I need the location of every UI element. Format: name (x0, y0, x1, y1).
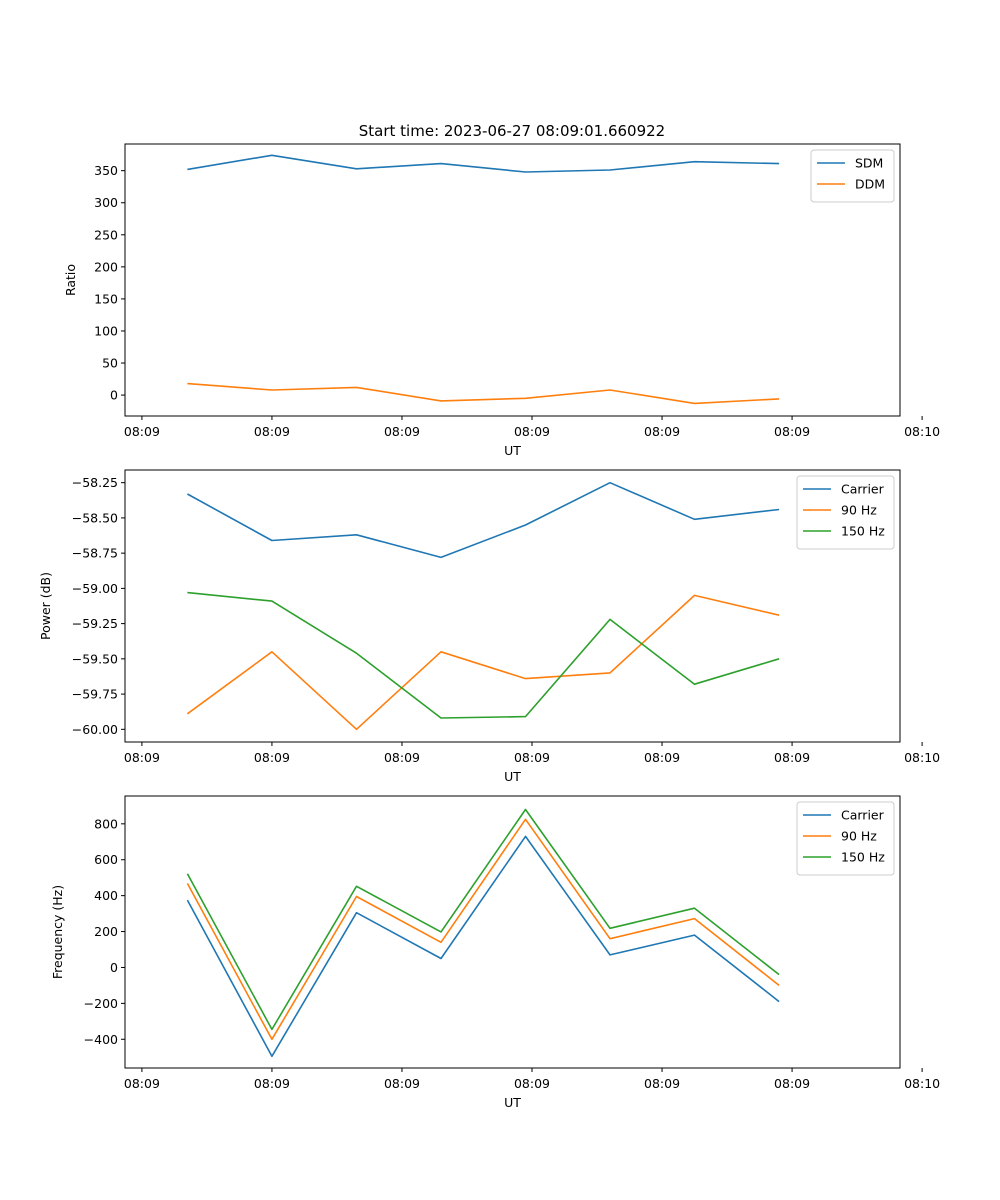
legend-label: 90 Hz (841, 503, 877, 518)
x-tick-label: 08:09 (644, 424, 680, 439)
legend-label: DDM (855, 177, 885, 192)
axes-frame (124, 143, 901, 417)
legend: SDM DDM (810, 149, 895, 203)
y-tick-label: −59.75 (72, 687, 118, 702)
legend-label: 90 Hz (841, 829, 877, 844)
series-line-2-3 (187, 591, 780, 719)
x-tick-label: 08:09 (644, 750, 680, 765)
series-line-2-1 (187, 481, 780, 559)
y-tick-label: 350 (94, 163, 118, 178)
y-tick-label: 100 (94, 323, 118, 338)
y-tick-label: −58.50 (72, 510, 118, 525)
y-tick-label: 300 (94, 195, 118, 210)
axes-frame (124, 469, 901, 743)
chart-panel-3: 08:09 08:09 08:09 08:09 08:09 08:09 08:10 −400 −… (50, 795, 940, 1110)
y-tick-label: −58.75 (72, 546, 118, 561)
y-tick-label: 250 (94, 227, 118, 242)
x-tick-label: 08:09 (384, 424, 420, 439)
legend: Carrier 90 Hz 150 Hz (796, 801, 895, 876)
x-tick-label: 08:10 (904, 1076, 940, 1091)
series-line-3-3 (186, 808, 780, 1031)
y-axis-label: Frequency (Hz) (50, 885, 65, 979)
y-tick-label: 200 (94, 259, 118, 274)
y-tick-label: 50 (102, 356, 118, 371)
x-tick-label: 08:09 (774, 1076, 810, 1091)
legend-label: Carrier (841, 482, 885, 497)
y-axis-label: Power (dB) (38, 572, 53, 640)
legend-label: Carrier (841, 808, 885, 823)
chart-panel-1: 08:09 08:09 08:09 08:09 08:09 08:09 08:10 0 50 10… (63, 143, 940, 458)
x-tick-label: 08:09 (514, 424, 550, 439)
x-tick-label: 08:09 (384, 1076, 420, 1091)
y-tick-label: −59.50 (72, 651, 118, 666)
x-tick-label: 08:09 (124, 750, 160, 765)
y-tick-label: 200 (94, 924, 118, 939)
x-tick-label: 08:09 (774, 424, 810, 439)
legend: Carrier 90 Hz 150 Hz (796, 475, 895, 550)
y-tick-label: 0 (110, 960, 118, 975)
x-tick-label: 08:09 (774, 750, 810, 765)
x-tick-label: 08:09 (384, 750, 420, 765)
chart-panels: 08:09 08:09 08:09 08:09 08:09 08:09 08:10 0 50 10… (38, 143, 940, 1110)
x-tick-label: 08:09 (514, 1076, 550, 1091)
series-line-1-2 (187, 382, 780, 405)
x-tick-label: 08:10 (904, 424, 940, 439)
y-tick-label: 600 (94, 852, 118, 867)
x-axis-label: UT (504, 1095, 521, 1110)
y-axis-label: Ratio (63, 264, 78, 296)
x-tick-label: 08:09 (254, 1076, 290, 1091)
x-tick-label: 08:09 (644, 1076, 680, 1091)
y-tick-label: 400 (94, 888, 118, 903)
x-axis-label: UT (504, 443, 521, 458)
legend-label: 150 Hz (841, 524, 885, 539)
x-tick-label: 08:09 (254, 750, 290, 765)
y-tick-label: 800 (94, 816, 118, 831)
x-axis-label: UT (504, 769, 521, 784)
series-line-2-2 (186, 594, 780, 731)
y-tick-label: −200 (84, 996, 118, 1011)
y-tick-label: 150 (94, 291, 118, 306)
y-tick-label: −58.25 (72, 475, 118, 490)
legend-label: SDM (855, 156, 883, 171)
y-tick-label: −400 (84, 1032, 118, 1047)
y-tick-label: −59.25 (72, 616, 118, 631)
x-tick-label: 08:09 (254, 424, 290, 439)
y-tick-label: −60.00 (72, 722, 118, 737)
y-tick-label: −59.00 (72, 581, 118, 596)
x-tick-label: 08:09 (514, 750, 550, 765)
x-tick-label: 08:09 (124, 424, 160, 439)
chart-panel-2: 08:09 08:09 08:09 08:09 08:09 08:09 08:10 −60.0… (38, 469, 940, 784)
figure-title: Start time: 2023-06-27 08:09:01.660922 (359, 122, 665, 140)
y-tick-label: 0 (110, 388, 118, 403)
x-tick-label: 08:10 (904, 750, 940, 765)
series-line-3-1 (186, 835, 780, 1058)
legend-label: 150 Hz (841, 850, 885, 865)
x-tick-label: 08:09 (124, 1076, 160, 1091)
series-line-1-1 (187, 154, 780, 173)
series-line-3-2 (186, 818, 780, 1041)
